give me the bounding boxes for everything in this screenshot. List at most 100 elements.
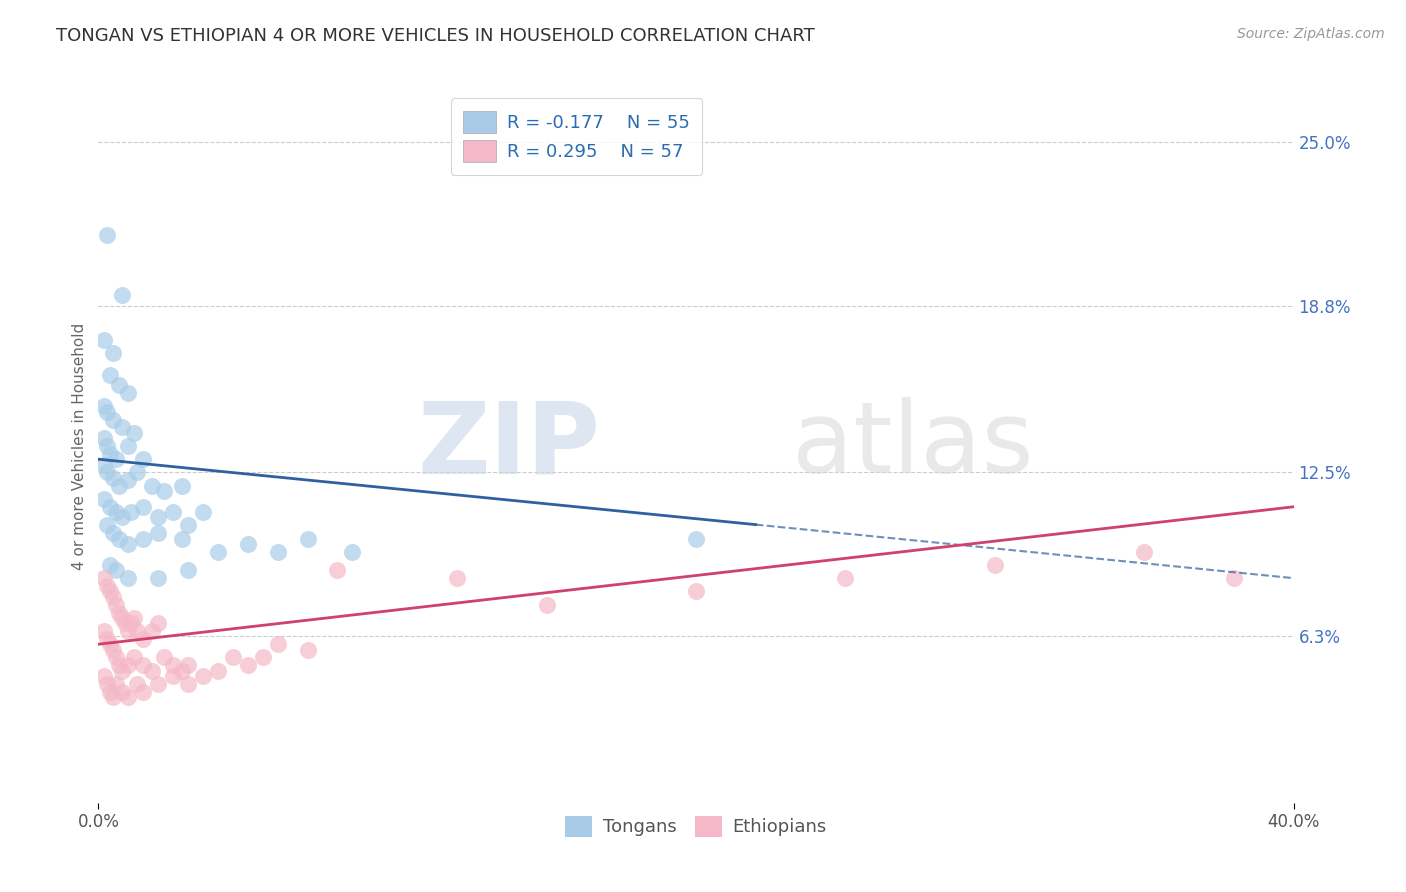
Point bbox=[191, 669, 214, 683]
Point bbox=[93, 333, 115, 347]
Point bbox=[148, 616, 170, 631]
Point bbox=[162, 658, 184, 673]
Point bbox=[446, 571, 468, 585]
Point bbox=[103, 471, 125, 485]
Point bbox=[111, 420, 134, 434]
Point bbox=[93, 458, 115, 472]
Point bbox=[207, 545, 229, 559]
Point bbox=[103, 590, 125, 604]
Point bbox=[98, 447, 122, 461]
Point bbox=[132, 685, 155, 699]
Text: Source: ZipAtlas.com: Source: ZipAtlas.com bbox=[1237, 27, 1385, 41]
Point bbox=[96, 677, 118, 691]
Point bbox=[108, 378, 131, 392]
Point bbox=[222, 650, 245, 665]
Point bbox=[93, 669, 115, 683]
Point bbox=[96, 466, 118, 480]
Point bbox=[162, 505, 184, 519]
Point bbox=[114, 616, 136, 631]
Point bbox=[93, 400, 115, 414]
Point bbox=[342, 545, 364, 559]
Point bbox=[207, 664, 229, 678]
Point bbox=[111, 611, 134, 625]
Point bbox=[111, 664, 134, 678]
Point bbox=[297, 532, 319, 546]
Point bbox=[132, 500, 155, 514]
Point bbox=[96, 518, 118, 533]
Point bbox=[172, 664, 194, 678]
Point bbox=[117, 624, 139, 638]
Point bbox=[124, 425, 146, 440]
Legend: Tongans, Ethiopians: Tongans, Ethiopians bbox=[558, 808, 834, 844]
Point bbox=[236, 658, 259, 673]
Point bbox=[103, 346, 125, 360]
Point bbox=[1133, 545, 1156, 559]
Point bbox=[1223, 571, 1246, 585]
Point bbox=[685, 584, 707, 599]
Point bbox=[148, 510, 170, 524]
Point bbox=[177, 658, 200, 673]
Point bbox=[685, 532, 707, 546]
Point bbox=[105, 563, 128, 577]
Point bbox=[120, 505, 142, 519]
Point bbox=[105, 598, 128, 612]
Point bbox=[252, 650, 274, 665]
Point bbox=[111, 685, 134, 699]
Text: TONGAN VS ETHIOPIAN 4 OR MORE VEHICLES IN HOUSEHOLD CORRELATION CHART: TONGAN VS ETHIOPIAN 4 OR MORE VEHICLES I… bbox=[56, 27, 815, 45]
Point bbox=[124, 650, 146, 665]
Point bbox=[127, 466, 149, 480]
Point bbox=[191, 505, 214, 519]
Point bbox=[141, 624, 163, 638]
Point bbox=[132, 632, 155, 646]
Point bbox=[536, 598, 558, 612]
Point bbox=[105, 650, 128, 665]
Point bbox=[177, 563, 200, 577]
Point bbox=[103, 526, 125, 541]
Point bbox=[117, 571, 139, 585]
Point bbox=[108, 532, 131, 546]
Point bbox=[172, 532, 194, 546]
Point bbox=[177, 677, 200, 691]
Point bbox=[93, 491, 115, 506]
Point bbox=[124, 611, 146, 625]
Point bbox=[120, 616, 142, 631]
Point bbox=[141, 478, 163, 492]
Point bbox=[148, 571, 170, 585]
Point bbox=[98, 368, 122, 382]
Point bbox=[103, 642, 125, 657]
Point bbox=[93, 571, 115, 585]
Point bbox=[132, 452, 155, 467]
Point bbox=[117, 658, 139, 673]
Point bbox=[834, 571, 856, 585]
Y-axis label: 4 or more Vehicles in Household: 4 or more Vehicles in Household bbox=[72, 322, 87, 570]
Point bbox=[132, 532, 155, 546]
Point bbox=[108, 478, 131, 492]
Point bbox=[153, 483, 176, 498]
Point bbox=[148, 526, 170, 541]
Point bbox=[98, 500, 122, 514]
Point bbox=[236, 537, 259, 551]
Point bbox=[98, 685, 122, 699]
Point bbox=[148, 677, 170, 691]
Point bbox=[267, 637, 290, 651]
Text: ZIP: ZIP bbox=[418, 398, 600, 494]
Point bbox=[108, 606, 131, 620]
Point bbox=[96, 404, 118, 418]
Point bbox=[117, 386, 139, 401]
Point bbox=[96, 632, 118, 646]
Point bbox=[96, 439, 118, 453]
Point bbox=[93, 431, 115, 445]
Point bbox=[267, 545, 290, 559]
Point bbox=[117, 474, 139, 488]
Point bbox=[162, 669, 184, 683]
Point bbox=[117, 537, 139, 551]
Point bbox=[108, 658, 131, 673]
Point bbox=[141, 664, 163, 678]
Point bbox=[98, 637, 122, 651]
Point bbox=[103, 690, 125, 704]
Point bbox=[153, 650, 176, 665]
Point bbox=[984, 558, 1007, 572]
Point bbox=[103, 412, 125, 426]
Point bbox=[127, 624, 149, 638]
Point bbox=[111, 288, 134, 302]
